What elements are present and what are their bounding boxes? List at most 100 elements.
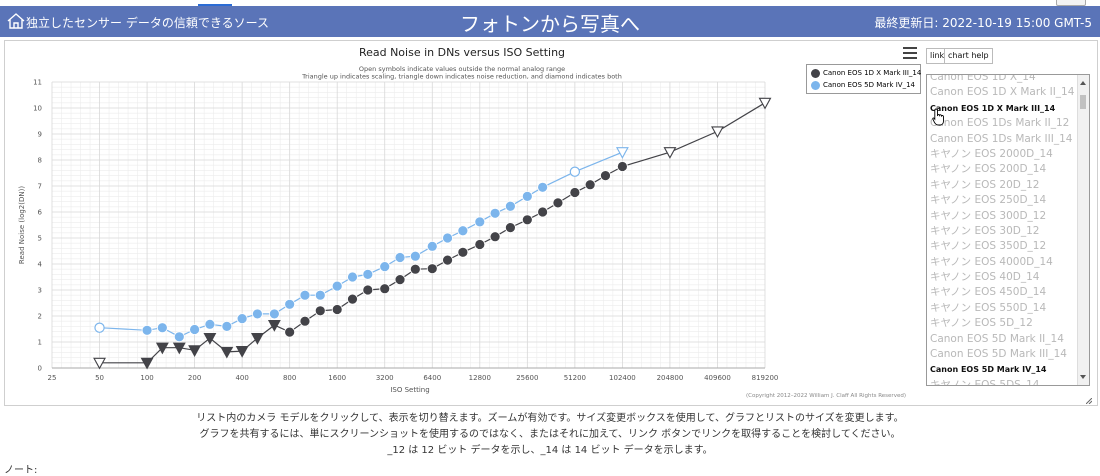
page-title: フォトンから写真へ [460,12,640,36]
camera-list-item[interactable]: Canon EOS 1D X Mark II_14 [930,86,1075,99]
camera-list-item[interactable]: キヤノン EOS 450D_14 [930,286,1047,299]
data-point [314,305,326,317]
data-point [394,274,406,286]
camera-list-item[interactable]: キヤノン EOS 250D_14 [930,194,1047,207]
camera-list-item[interactable]: Canon EOS 1Ds Mark III_14 [930,132,1073,145]
camera-list-item[interactable]: キヤノン EOS 2000D_14 [930,147,1053,160]
camera-list[interactable]: Canon EOS 1D X_14 Canon EOS 1D X Mark II_… [926,74,1090,386]
data-point [252,308,263,320]
y-tick-label: 0 [38,365,42,373]
data-point [347,293,358,305]
data-point [235,346,249,358]
read-noise-chart[interactable]: 25 50 100 200 400 800 1600 3200 6400 12800 25600 51… [0,0,1100,410]
camera-list-item[interactable]: Canon EOS 1D X Mark III_14 [930,103,1056,113]
data-point [426,240,438,252]
camera-list-item[interactable]: キヤノン EOS 5DS_14 [930,378,1040,386]
site-title[interactable]: 独立したセンサー データの信頼できるソース [26,16,269,30]
camera-list-item[interactable]: Canon EOS 5D Mark III_14 [930,348,1067,361]
camera-list-item[interactable]: Canon EOS 5D Mark II_14 [930,332,1064,345]
resize-handle-icon[interactable] [1086,398,1092,404]
data-point [600,170,611,182]
data-point [442,254,453,266]
hamburger-menu-icon[interactable] [903,47,917,59]
data-point [505,222,516,234]
x-tick-label: 12800 [469,374,491,382]
legend-dot [811,68,820,78]
data-point [284,326,296,338]
camera-list-item[interactable]: Canon EOS 1D X_14 [930,74,1036,83]
legend-item[interactable]: Canon EOS 5D Mark IV_14 [811,79,915,91]
camera-list-scrollbar[interactable] [1077,75,1089,385]
data-point [426,263,438,275]
scroll-up-icon[interactable] [1080,81,1086,85]
camera-list-item[interactable]: キヤノン EOS 350D_12 [930,240,1047,253]
chart-subtitle: Triangle up indicates scaling, triangle … [301,73,622,81]
data-point [155,342,169,355]
data-point [251,333,264,345]
data-point [521,190,533,202]
legend-label: Canon EOS 5D Mark IV_14 [823,81,915,89]
camera-list-item[interactable]: Canon EOS 5D Mark IV_14 [930,365,1047,375]
camera-list-item[interactable]: キヤノン EOS 4000D_14 [930,255,1053,268]
scroll-thumb[interactable] [1080,95,1086,109]
camera-list-item[interactable]: キヤノン EOS 550D_14 [930,301,1047,314]
data-point [552,197,564,209]
notes-label: ノート: [4,465,38,476]
y-tick-label: 5 [38,235,42,243]
data-point [489,207,501,219]
scroll-down-icon[interactable] [1080,375,1086,379]
data-point [442,232,453,244]
data-point [474,216,486,228]
x-tick-label: 200 [188,374,201,382]
last-updated: 最終更新日: 2022-10-19 15:00 GMT-5 [874,16,1092,30]
data-point [457,246,469,258]
legend-item[interactable]: Canon EOS 1D X Mark III_14 [811,67,921,79]
data-point [584,179,596,191]
data-point [394,252,406,263]
data-point [204,318,216,330]
data-point [220,346,234,359]
y-tick-label: 3 [38,287,42,295]
site-header: 独立したセンサー データの信頼できるソース フォトンから写真へ 最終更新日: 2… [0,6,1100,37]
x-tick-label: 409600 [704,374,731,382]
data-point [189,324,201,335]
data-point [188,345,202,357]
data-point [93,357,106,370]
data-point [537,181,549,193]
data-point [617,161,628,172]
camera-list-item[interactable]: キヤノン EOS 5D_12 [930,317,1033,330]
top-right-button[interactable] [1056,0,1086,6]
camera-list-item[interactable]: Canon EOS 1Ds Mark II_12 [930,117,1070,130]
camera-list-item[interactable]: キヤノン EOS 300D_12 [930,209,1047,222]
data-point [663,147,677,159]
x-tick-label: 100 [140,374,153,382]
active-tab-indicator [198,4,232,6]
data-point [615,147,629,159]
chart-subtitle: Open symbols indicate values outside the… [359,65,565,73]
home-icon[interactable] [6,11,26,31]
data-point [505,200,516,212]
data-point [347,271,358,283]
data-point [140,357,154,370]
y-axis-title: Read Noise (log2(DN)) [18,186,26,264]
camera-list-item[interactable]: キヤノン EOS 30D_12 [930,224,1040,237]
x-axis-title: ISO Setting [390,386,429,394]
y-tick-label: 8 [38,157,42,165]
series-line [99,151,623,338]
data-point [409,250,421,262]
camera-list-item[interactable]: キヤノン EOS 200D_14 [930,163,1047,176]
camera-list-item[interactable]: キヤノン EOS 20D_12 [930,178,1040,191]
camera-list-item[interactable]: キヤノン EOS 40D_14 [930,271,1040,284]
y-tick-label: 6 [38,209,43,217]
x-tick-label: 25 [48,374,57,382]
x-tick-label: 800 [283,374,296,382]
x-tick-label: 204800 [657,374,684,382]
data-point [758,97,772,110]
data-point [537,206,549,218]
data-point [236,313,248,325]
chart-help-button[interactable]: chart help [944,48,993,64]
data-point [711,126,724,139]
chart-panel [4,40,1098,406]
data-point [284,298,296,310]
copyright-text: (Copyright 2012–2022 William J. Claff Al… [746,393,906,399]
